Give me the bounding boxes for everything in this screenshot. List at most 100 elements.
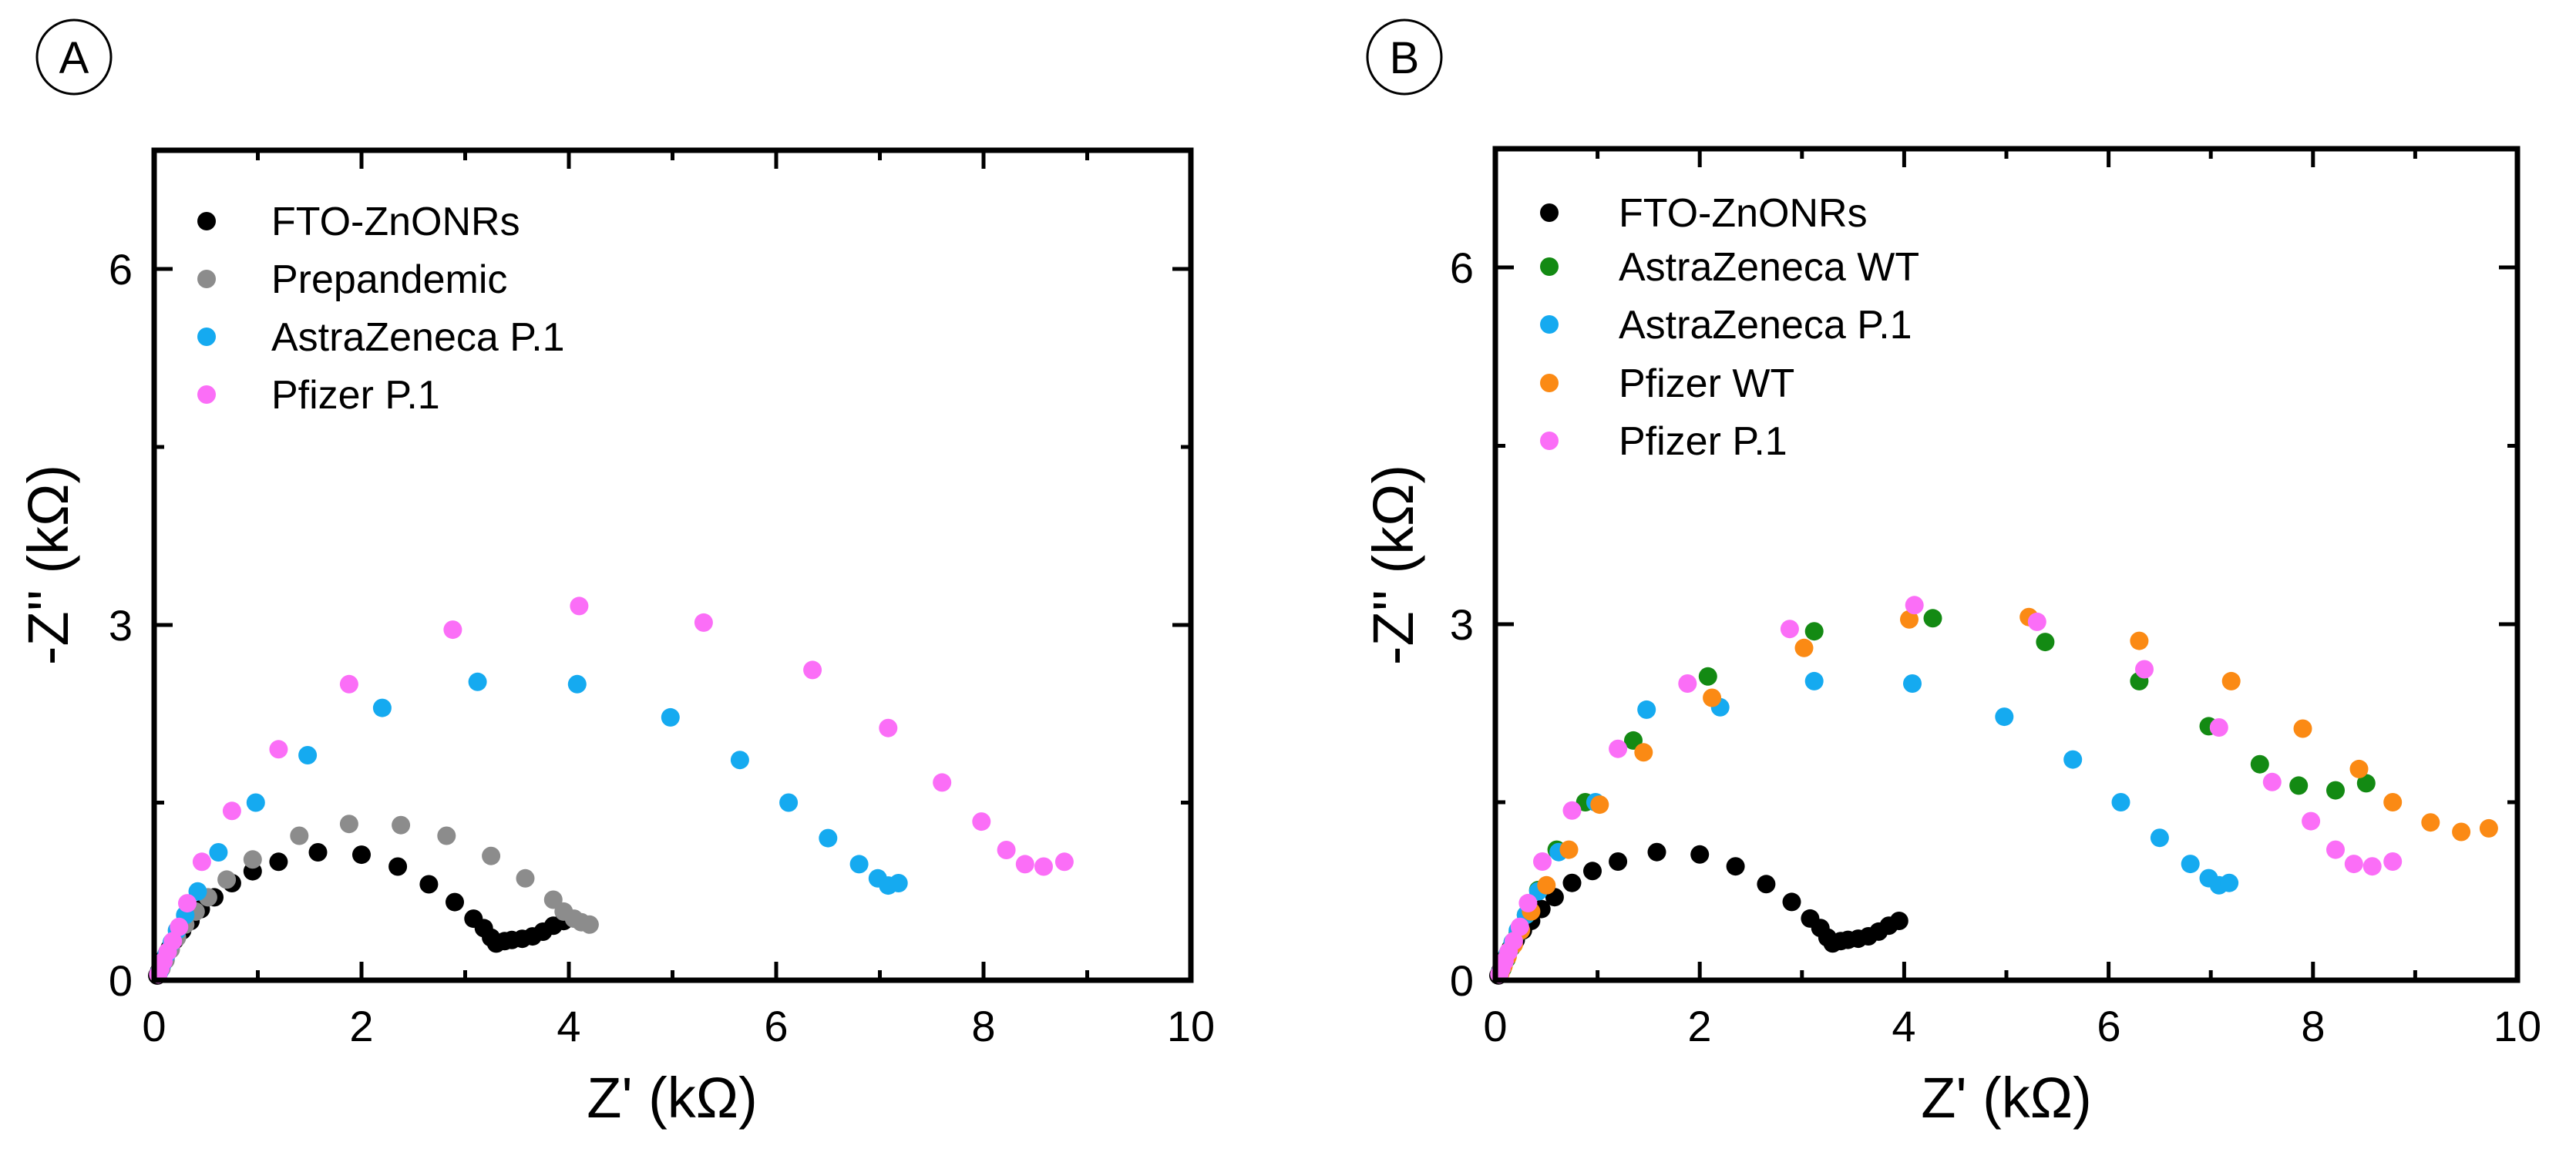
y-tick-label: 3 <box>109 601 133 650</box>
point-pfizer-p-1 <box>1678 674 1697 693</box>
point-pfizer-wt <box>2479 818 2498 838</box>
point-fto-znonrs <box>1889 912 1908 930</box>
legend-entry: AstraZeneca P.1 <box>197 315 565 360</box>
point-prepandemic <box>543 890 563 909</box>
point-pfizer-p-1 <box>222 801 241 821</box>
point-prepandemic <box>580 915 599 934</box>
x-tick-label: 10 <box>1167 1002 1215 1050</box>
point-fto-znonrs <box>308 843 328 862</box>
plot-b-x-tick-labels: 0 2 4 6 8 10 <box>1483 1002 2541 1050</box>
point-fto-znonrs <box>1647 842 1666 862</box>
point-astrazeneca-wt <box>1804 622 1824 641</box>
point-pfizer-p-1 <box>339 674 358 694</box>
legend-entry: AstraZeneca WT <box>1540 245 1919 290</box>
legend-label: FTO-ZnONRs <box>1619 191 1868 236</box>
point-astrazeneca-wt <box>2326 781 2345 800</box>
legend-entry: Prepandemic <box>197 257 507 302</box>
point-pfizer-p-1 <box>1780 620 1799 639</box>
legend-marker <box>197 270 216 288</box>
point-astrazeneca-wt <box>2250 754 2269 774</box>
legend-label: AstraZeneca P.1 <box>271 315 565 360</box>
x-tick-label: 8 <box>2301 1002 2325 1050</box>
point-pfizer-p-1 <box>2383 852 2403 871</box>
point-prepandemic <box>290 826 309 845</box>
point-astrazeneca-p-1 <box>2150 828 2169 848</box>
point-pfizer-p-1 <box>933 773 952 792</box>
point-astrazeneca-p-1 <box>2220 873 2239 892</box>
point-fto-znonrs <box>1757 875 1776 894</box>
point-astrazeneca-wt <box>2289 776 2309 795</box>
point-astrazeneca-p-1 <box>1804 671 1824 690</box>
plot-a-legend: FTO-ZnONRs Prepandemic AstraZeneca P.1 P… <box>197 200 565 418</box>
point-fto-znonrs <box>446 892 464 912</box>
point-pfizer-p-1 <box>1562 801 1582 820</box>
y-tick-label: 0 <box>1450 956 1474 1005</box>
point-pfizer-p-1 <box>803 660 822 680</box>
legend-marker <box>1540 315 1559 334</box>
legend-entry: Pfizer WT <box>1540 361 1794 406</box>
point-pfizer-p-1 <box>2362 857 2382 876</box>
point-pfizer-p-1 <box>570 596 589 616</box>
legend-entry: Pfizer P.1 <box>197 373 440 418</box>
point-pfizer-p-1 <box>1504 932 1523 951</box>
point-pfizer-p-1 <box>1905 596 1924 615</box>
point-pfizer-wt <box>1794 638 1814 657</box>
point-astrazeneca-p-1 <box>2063 750 2083 769</box>
point-prepandemic <box>437 826 456 845</box>
point-pfizer-wt <box>2452 822 2471 842</box>
legend-marker <box>197 328 216 346</box>
point-astrazeneca-p-1 <box>849 855 869 874</box>
legend-entry: Pfizer P.1 <box>1540 419 1787 464</box>
legend-marker <box>1540 257 1559 276</box>
plot-a-points <box>148 596 1074 985</box>
panel-b-label: B <box>1390 33 1420 83</box>
point-astrazeneca-p-1 <box>819 828 838 848</box>
x-tick-label: 4 <box>1892 1002 1915 1050</box>
x-tick-label: 0 <box>142 1002 166 1050</box>
point-pfizer-p-1 <box>443 620 462 640</box>
panel-a: A 0 2 4 6 8 10 0 3 6 Z' (kΩ) -Z'' (kΩ) F… <box>16 18 1215 1130</box>
legend-label: AstraZeneca WT <box>1619 245 1919 290</box>
plot-b-y-tick-labels: 0 3 6 <box>1450 244 1474 1005</box>
point-pfizer-wt <box>2383 793 2403 811</box>
point-astrazeneca-p-1 <box>1637 700 1656 719</box>
point-astrazeneca-p-1 <box>2181 855 2200 874</box>
plot-a-x-axis-label: Z' (kΩ) <box>587 1066 758 1130</box>
point-fto-znonrs <box>388 857 408 876</box>
panel-a-label-circle <box>35 18 113 96</box>
point-fto-znonrs <box>1726 857 1745 876</box>
panel-a-label: A <box>59 33 89 83</box>
point-astrazeneca-p-1 <box>372 698 392 717</box>
point-astrazeneca-p-1 <box>567 674 587 694</box>
point-pfizer-p-1 <box>2209 718 2228 737</box>
point-pfizer-p-1 <box>997 841 1016 859</box>
point-astrazeneca-p-1 <box>209 843 228 862</box>
point-pfizer-wt <box>1590 795 1609 815</box>
point-pfizer-wt <box>1703 688 1722 707</box>
point-pfizer-wt <box>2293 719 2312 738</box>
plot-a-y-axis-label: -Z'' (kΩ) <box>16 465 80 665</box>
legend-entry: AstraZeneca P.1 <box>1540 303 1912 348</box>
point-pfizer-wt <box>1537 875 1556 895</box>
x-tick-label: 10 <box>2494 1002 2541 1050</box>
plot-b-legend: FTO-ZnONRs AstraZeneca WT AstraZeneca P.… <box>1540 191 1919 464</box>
legend-label: AstraZeneca P.1 <box>1619 303 1912 348</box>
point-astrazeneca-p-1 <box>730 751 749 770</box>
panel-b: B 0 2 4 6 8 10 0 3 6 Z' (kΩ) -Z'' (kΩ) F… <box>1361 18 2541 1130</box>
point-prepandemic <box>243 850 262 869</box>
plot-b-x-axis-label: Z' (kΩ) <box>1921 1066 2092 1130</box>
point-fto-znonrs <box>1583 862 1602 881</box>
point-pfizer-p-1 <box>2326 840 2345 859</box>
point-pfizer-p-1 <box>1518 893 1538 912</box>
point-prepandemic <box>217 870 237 889</box>
point-pfizer-p-1 <box>972 812 991 832</box>
point-astrazeneca-p-1 <box>2111 793 2130 811</box>
plot-a-frame <box>151 147 1194 983</box>
point-pfizer-p-1 <box>2344 855 2363 874</box>
plot-b-points <box>1489 596 2498 985</box>
point-fto-znonrs <box>269 852 288 872</box>
point-pfizer-p-1 <box>879 718 898 737</box>
point-pfizer-p-1 <box>2135 660 2154 679</box>
point-fto-znonrs <box>1609 852 1628 871</box>
